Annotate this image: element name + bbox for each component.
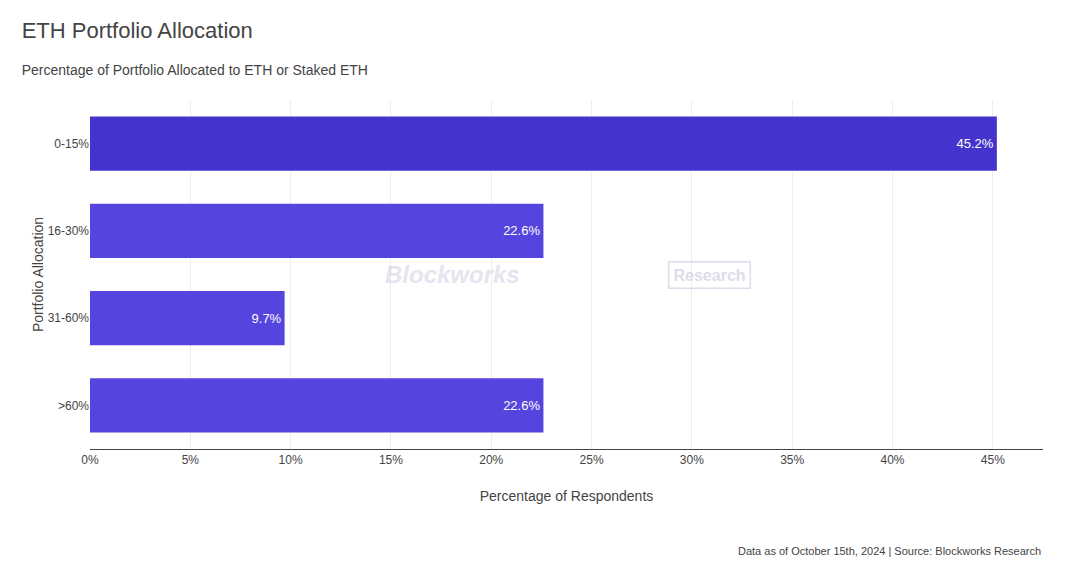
svg-text:0%: 0% bbox=[81, 453, 99, 467]
svg-text:>60%: >60% bbox=[58, 399, 89, 413]
svg-text:35%: 35% bbox=[780, 453, 804, 467]
svg-text:20%: 20% bbox=[479, 453, 503, 467]
svg-text:31-60%: 31-60% bbox=[48, 311, 90, 325]
svg-text:25%: 25% bbox=[580, 453, 604, 467]
svg-text:16-30%: 16-30% bbox=[48, 224, 90, 238]
svg-text:10%: 10% bbox=[279, 453, 303, 467]
svg-text:5%: 5% bbox=[182, 453, 200, 467]
svg-text:Research: Research bbox=[674, 267, 746, 284]
svg-text:40%: 40% bbox=[881, 453, 905, 467]
svg-text:22.6%: 22.6% bbox=[503, 398, 540, 413]
svg-text:30%: 30% bbox=[680, 453, 704, 467]
svg-text:Percentage of Respondents: Percentage of Respondents bbox=[480, 488, 654, 504]
svg-text:45%: 45% bbox=[981, 453, 1005, 467]
svg-text:15%: 15% bbox=[379, 453, 403, 467]
svg-text:45.2%: 45.2% bbox=[957, 136, 994, 151]
svg-text:ETH Portfolio Allocation: ETH Portfolio Allocation bbox=[22, 18, 253, 43]
svg-text:Percentage of Portfolio Alloca: Percentage of Portfolio Allocated to ETH… bbox=[22, 62, 368, 78]
svg-text:9.7%: 9.7% bbox=[252, 311, 282, 326]
svg-text:22.6%: 22.6% bbox=[503, 223, 540, 238]
svg-text:Blockworks: Blockworks bbox=[385, 261, 520, 288]
svg-text:0-15%: 0-15% bbox=[54, 137, 89, 151]
svg-text:Data as of October 15th, 2024: Data as of October 15th, 2024 | Source: … bbox=[738, 545, 1041, 557]
svg-text:Portfolio Allocation: Portfolio Allocation bbox=[30, 217, 46, 332]
